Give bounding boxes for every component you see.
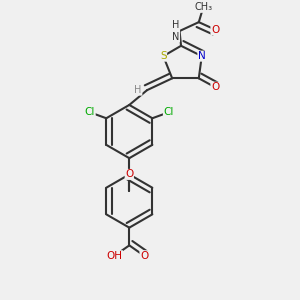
Text: O: O (211, 25, 219, 34)
Text: Cl: Cl (85, 107, 95, 117)
Text: O: O (211, 82, 219, 92)
Text: H: H (134, 85, 142, 95)
Text: S: S (160, 51, 166, 61)
Text: CH₃: CH₃ (194, 2, 212, 12)
Text: Cl: Cl (164, 107, 174, 117)
Text: N: N (198, 51, 206, 61)
Text: O: O (125, 169, 134, 179)
Text: H
N: H N (172, 20, 180, 42)
Text: O: O (140, 251, 148, 261)
Text: OH: OH (106, 251, 122, 261)
